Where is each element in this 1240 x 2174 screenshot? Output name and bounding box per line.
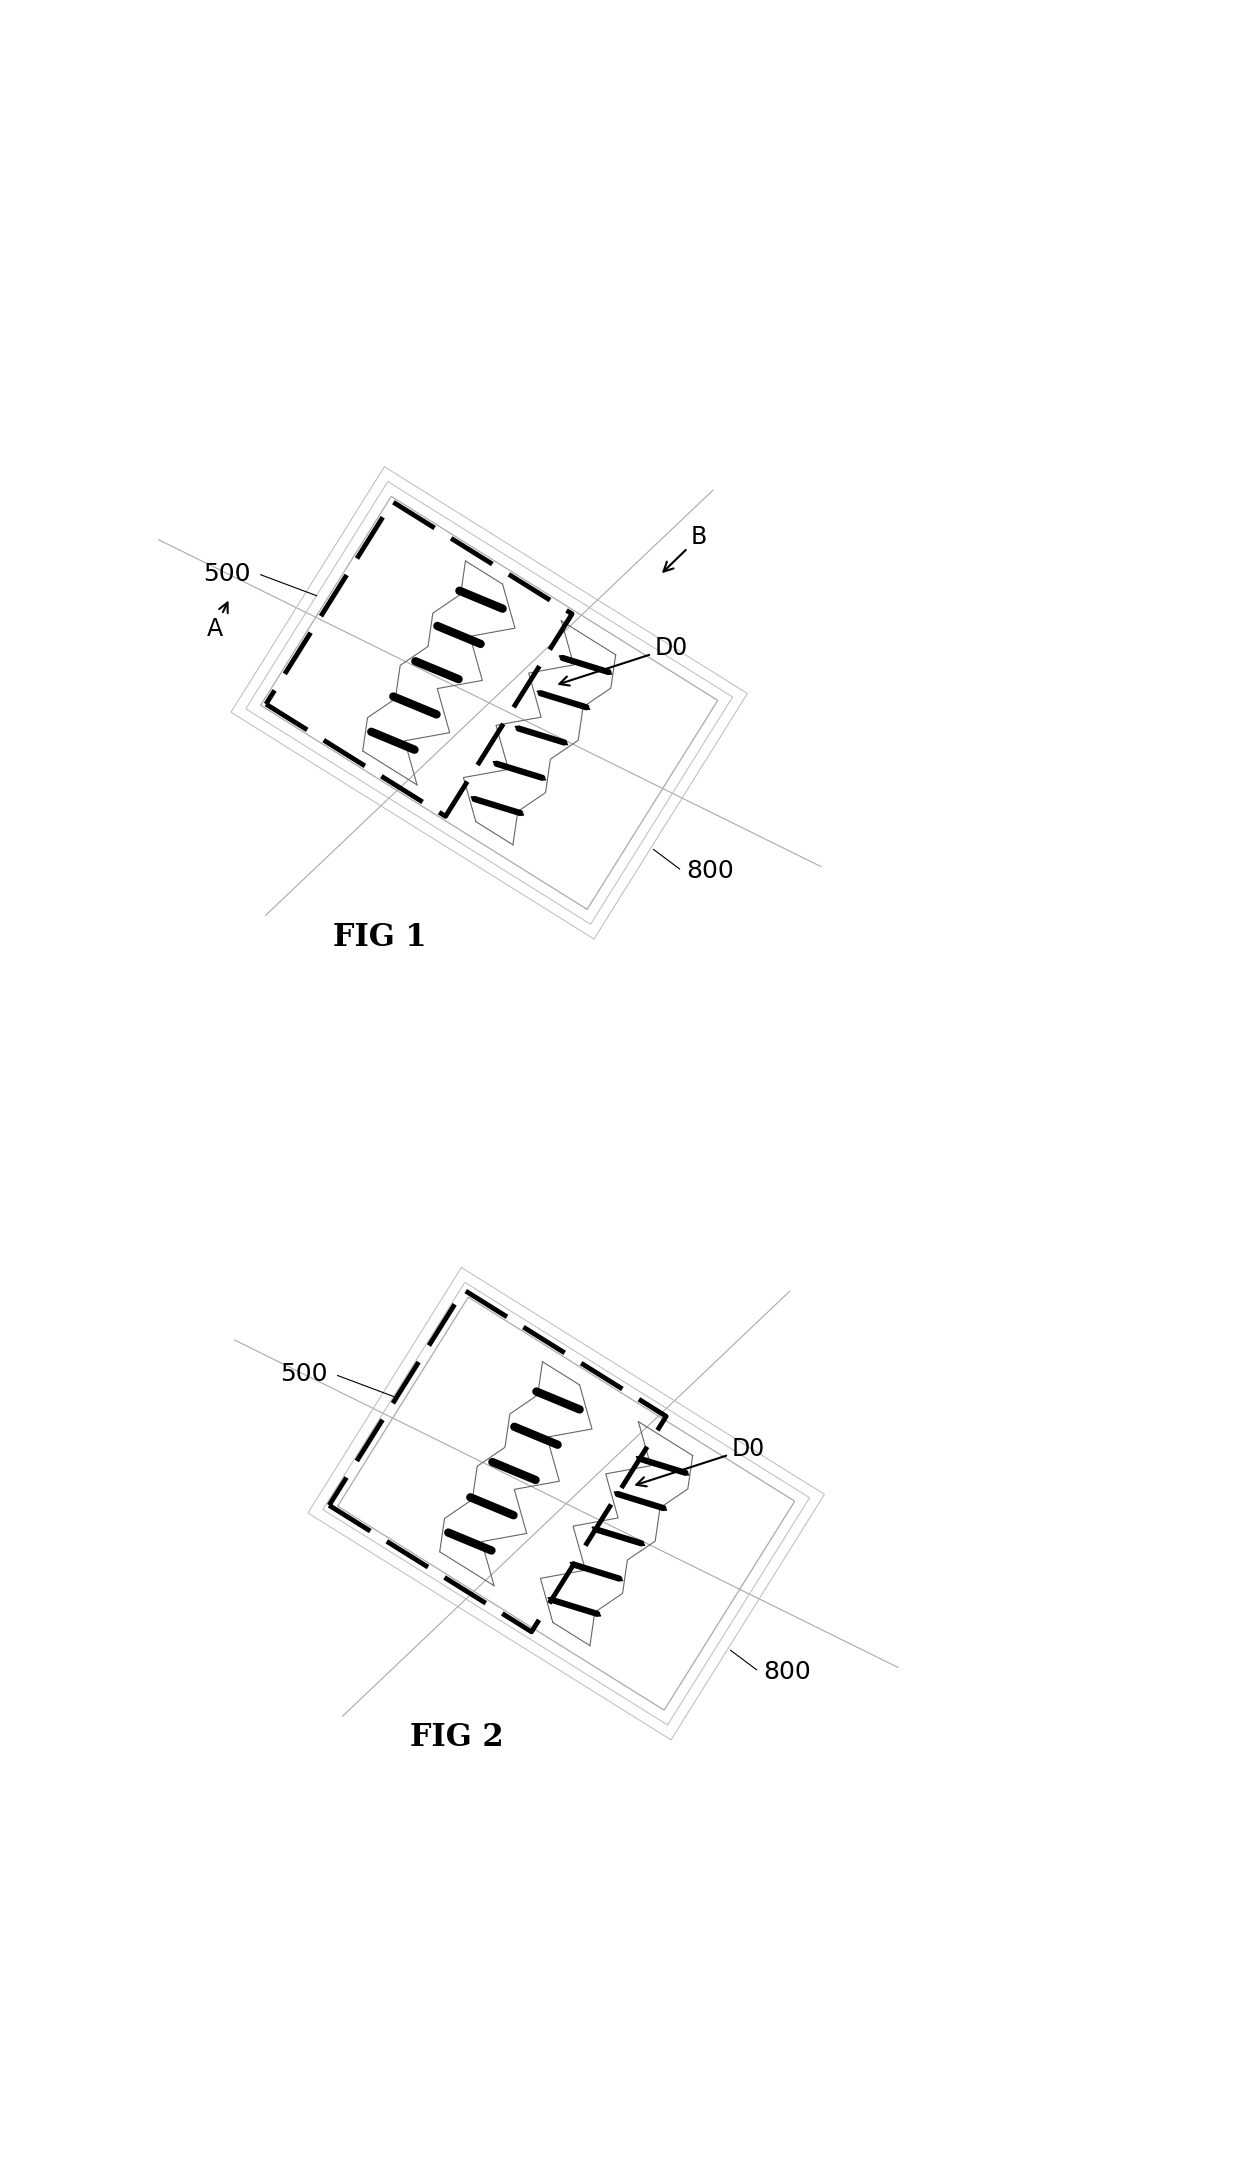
Text: D0: D0 xyxy=(559,635,688,685)
Text: B: B xyxy=(663,526,707,572)
Text: 500: 500 xyxy=(203,561,250,585)
Text: 800: 800 xyxy=(686,859,734,883)
Text: 500: 500 xyxy=(280,1363,327,1387)
Text: FIG 1: FIG 1 xyxy=(332,922,427,952)
Text: A: A xyxy=(207,602,228,641)
Text: D0: D0 xyxy=(636,1437,765,1487)
Text: FIG 2: FIG 2 xyxy=(409,1722,503,1754)
Text: 800: 800 xyxy=(763,1659,811,1683)
